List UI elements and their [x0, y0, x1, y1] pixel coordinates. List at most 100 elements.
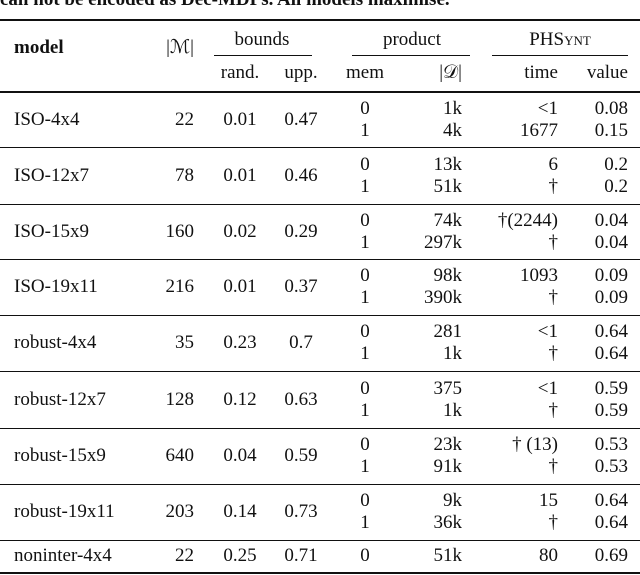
- cell: 1: [360, 231, 370, 253]
- header-cell: rand.: [220, 62, 260, 83]
- cell: 0.29: [284, 220, 318, 242]
- cell: 0.59: [594, 377, 628, 399]
- cell: 0.73: [284, 501, 318, 522]
- cell: 0.59: [284, 445, 318, 466]
- cell: 1k: [443, 343, 462, 364]
- cell: 297k: [424, 231, 462, 253]
- row-rule: [0, 371, 640, 372]
- cell: 1: [360, 399, 370, 421]
- cell: 0.59: [594, 399, 628, 421]
- cell: 1: [360, 512, 370, 533]
- cell: 128: [165, 388, 195, 410]
- cell: 0.12: [223, 388, 257, 410]
- cell: 1093: [520, 265, 558, 286]
- cell: 0: [360, 209, 370, 231]
- row-rule: [0, 204, 640, 205]
- cell: †: [548, 512, 559, 533]
- cell: 22: [175, 108, 194, 130]
- cell: 51k: [433, 545, 463, 566]
- cell: 0.08: [594, 97, 628, 119]
- cell: †: [548, 175, 559, 197]
- cell: 35: [175, 332, 194, 353]
- cell: 4k: [443, 119, 462, 141]
- cell: 0: [360, 265, 370, 286]
- cell: 0.09: [594, 287, 628, 308]
- cell: 51k: [433, 175, 463, 197]
- cell: 1: [360, 175, 370, 197]
- cell: 0: [360, 377, 370, 399]
- header-cell: PHSynt: [529, 29, 591, 50]
- cell: 0.71: [284, 545, 318, 566]
- cell: 1k: [443, 97, 462, 119]
- model-cell: ISO-4x4: [14, 108, 80, 130]
- cell: 216: [165, 276, 195, 297]
- row-rule: [0, 484, 640, 485]
- cell: <1: [537, 321, 558, 342]
- row-rule: [0, 540, 640, 541]
- row-rule: [0, 428, 640, 429]
- cell: 9k: [443, 490, 462, 511]
- caption: can not be encoded as Dec-MDPs. All mode…: [0, 0, 450, 11]
- cell: 13k: [433, 153, 463, 175]
- cell: 22: [175, 545, 194, 566]
- cell: 15: [539, 490, 558, 511]
- cell: †: [548, 456, 559, 477]
- cell: 1: [360, 287, 370, 308]
- cell: 36k: [433, 512, 463, 533]
- cell: 98k: [433, 265, 463, 286]
- cell: 0: [360, 490, 370, 511]
- cell: †: [548, 343, 559, 364]
- group-rule: [214, 55, 312, 56]
- header-cell: bounds: [234, 29, 290, 50]
- cell: 390k: [424, 287, 462, 308]
- cell: 1: [360, 343, 370, 364]
- cell: 0.37: [284, 276, 318, 297]
- model-cell: robust-15x9: [14, 445, 106, 466]
- cell: <1: [537, 377, 558, 399]
- cell: 0.53: [594, 434, 628, 455]
- cell: 0.46: [284, 164, 318, 186]
- model-cell: ISO-19x11: [14, 276, 98, 297]
- header-cell: model: [14, 37, 64, 58]
- cell: 0: [360, 153, 370, 175]
- row-rule: [0, 315, 640, 316]
- cell: 0.15: [594, 119, 628, 141]
- cell: 0.09: [594, 265, 628, 286]
- model-cell: robust-4x4: [14, 332, 97, 353]
- cell: 0.01: [223, 108, 257, 130]
- cell: 1k: [443, 399, 462, 421]
- model-cell: ISO-12x7: [14, 164, 89, 186]
- cell: 375: [433, 377, 463, 399]
- header-cell: mem: [346, 62, 384, 83]
- cell: 160: [165, 220, 195, 242]
- row-rule: [0, 147, 640, 148]
- cell: 80: [539, 545, 558, 566]
- cell: 0.04: [594, 209, 628, 231]
- cell: 0.69: [594, 545, 628, 566]
- cell: 0.64: [594, 321, 628, 342]
- cell: 281: [433, 321, 463, 342]
- cell: <1: [537, 97, 558, 119]
- cell: †: [548, 231, 559, 253]
- model-cell: robust-19x11: [14, 501, 115, 522]
- cell: 0: [360, 321, 370, 342]
- cell: †: [548, 287, 559, 308]
- group-rule: [352, 55, 470, 56]
- bottom-rule: [0, 572, 640, 574]
- cell: 23k: [433, 434, 463, 455]
- cell: 1: [360, 456, 370, 477]
- cell: 0: [360, 434, 370, 455]
- cell: 78: [175, 164, 194, 186]
- cell: 6: [548, 153, 559, 175]
- cell: 0.01: [223, 276, 257, 297]
- cell: 0.64: [594, 512, 628, 533]
- cell: 0.63: [284, 388, 318, 410]
- row-rule: [0, 259, 640, 260]
- cell: 0.64: [594, 343, 628, 364]
- cell: † (13): [512, 434, 558, 455]
- cell: 0.7: [289, 332, 313, 353]
- cell: 0.14: [223, 501, 257, 522]
- cell: 0.2: [604, 153, 628, 175]
- cell: 74k: [433, 209, 463, 231]
- header-cell: |𝒟|: [439, 62, 462, 83]
